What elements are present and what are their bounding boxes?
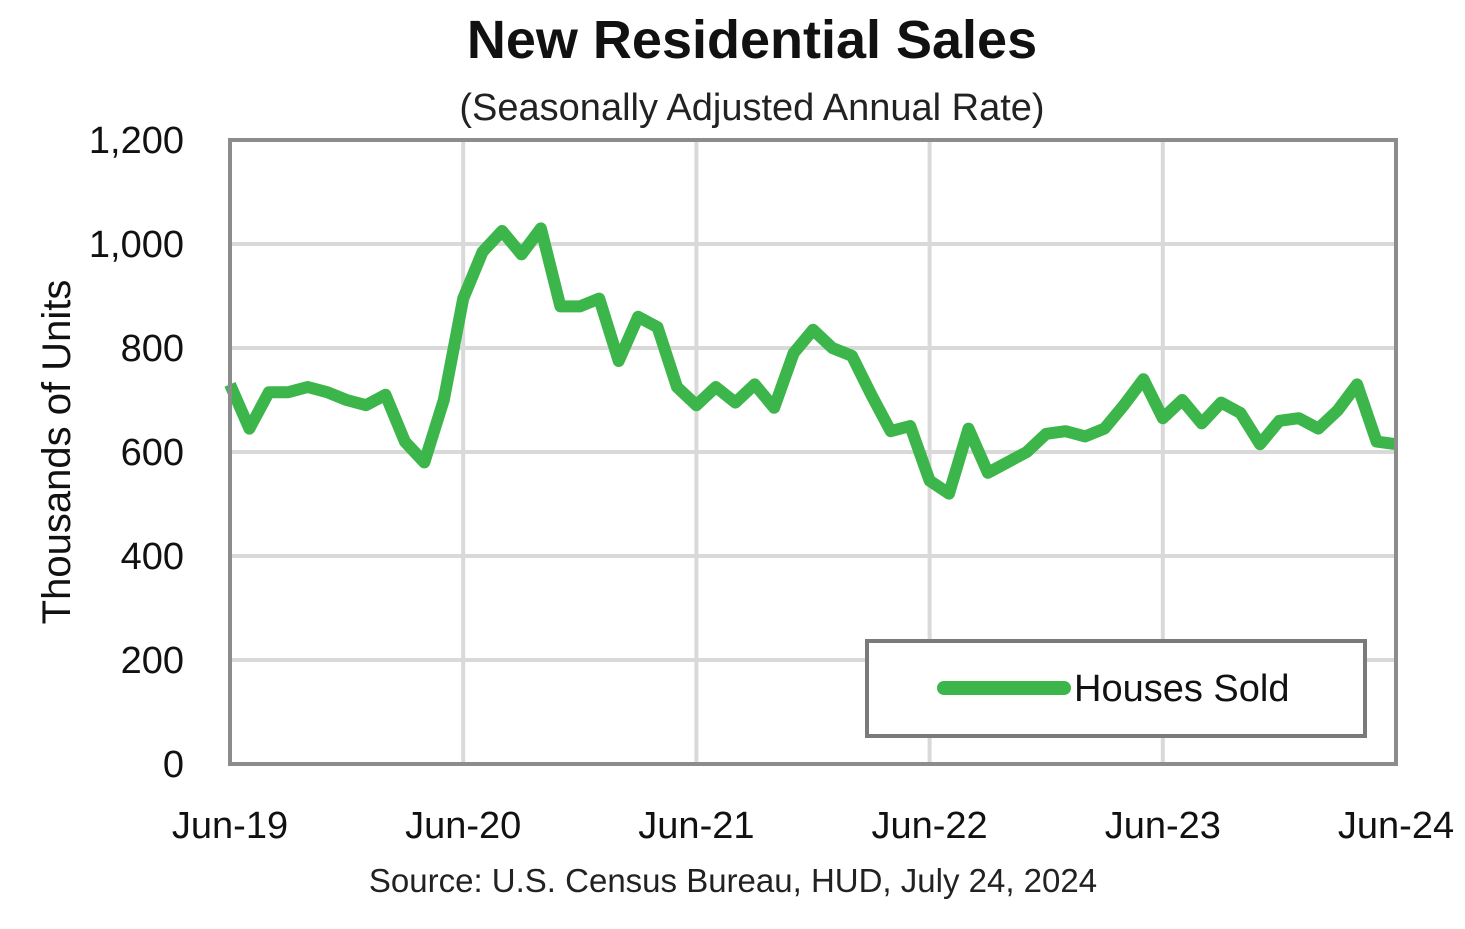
y-tick-label: 800	[121, 328, 184, 370]
y-tick-label: 600	[121, 432, 184, 474]
chart-title: New Residential Sales	[467, 10, 1037, 70]
x-tick-label: Jun-24	[1338, 805, 1454, 847]
legend: Houses Sold	[865, 639, 1367, 738]
source-note: Source: U.S. Census Bureau, HUD, July 24…	[369, 862, 1097, 899]
x-axis-ticks: Jun-19 Jun-20 Jun-21 Jun-22 Jun-23 Jun-24	[172, 805, 1454, 847]
series-line-houses-sold	[224, 222, 1397, 500]
y-axis-ticks: 0 200 400 600 800 1,000 1,200	[89, 120, 184, 786]
legend-label-houses-sold: Houses Sold	[1074, 668, 1289, 710]
x-tick-label: Jun-22	[871, 805, 987, 847]
y-tick-label: 400	[121, 536, 184, 578]
plot-area-border	[228, 138, 1398, 766]
y-tick-label: 1,000	[89, 224, 184, 266]
x-tick-label: Jun-19	[172, 805, 288, 847]
y-tick-label: 1,200	[89, 120, 184, 162]
y-tick-label: 200	[121, 640, 184, 682]
series-layer	[224, 222, 1397, 500]
x-tick-label: Jun-23	[1105, 805, 1221, 847]
x-tick-label: Jun-21	[638, 805, 754, 847]
chart-subtitle: (Seasonally Adjusted Annual Rate)	[459, 87, 1044, 129]
x-tick-label: Jun-20	[405, 805, 521, 847]
y-axis-label: Thousands of Units	[35, 280, 79, 625]
y-tick-label: 0	[163, 744, 184, 786]
